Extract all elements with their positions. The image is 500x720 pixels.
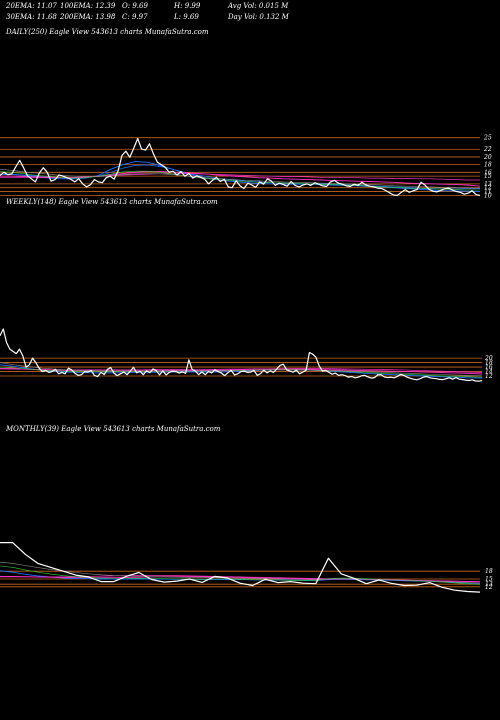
tick-label-10: 10	[484, 192, 492, 199]
tick-label-18: 18	[485, 568, 493, 575]
header-high: H: 9.99	[174, 2, 201, 10]
series-ema_green	[0, 170, 480, 191]
header-30ema: 30EMA: 11.68	[6, 13, 57, 21]
tick-label-15: 15	[484, 173, 492, 180]
tick-label-12: 12	[485, 584, 493, 591]
header-day-vol: Day Vol: 0.132 M	[228, 13, 289, 21]
tick-label-16: 16	[485, 364, 493, 371]
series-ema200	[0, 173, 480, 181]
tick-label-16: 16	[484, 169, 492, 176]
header-open: O: 9.69	[122, 2, 148, 10]
tick-label-18: 18	[485, 360, 493, 367]
series-ema_grey	[0, 362, 483, 377]
tick-label-20: 20	[484, 355, 493, 362]
series-ema_grey	[0, 561, 481, 584]
tick-label-15: 15	[485, 576, 493, 583]
series-ema20	[0, 161, 481, 192]
tick-label-11: 11	[484, 189, 492, 196]
series-price	[0, 328, 483, 382]
header-avg-vol: Avg Vol: 0.015 M	[228, 2, 289, 10]
header-close: C: 9.97	[122, 13, 148, 21]
tick-label-25: 25	[483, 135, 492, 142]
header-20ema: 20EMA: 11.07	[6, 2, 57, 10]
tick-label-13: 13	[485, 581, 493, 588]
series-ema_grey	[0, 168, 480, 189]
weekly-chart-title: WEEKLY(148) Eagle View 543613 charts Mun…	[6, 198, 218, 206]
header-200ema: 200EMA: 13.98	[60, 13, 116, 21]
tick-label-18: 18	[484, 162, 492, 169]
series-ema_green	[0, 565, 481, 585]
tick-label-12: 12	[485, 373, 493, 380]
series-price	[0, 541, 481, 593]
series-ema200	[0, 368, 483, 373]
header-100ema: 100EMA: 12.39	[60, 2, 116, 10]
tick-label-22: 22	[483, 146, 492, 153]
tick-label-12: 12	[484, 185, 492, 192]
header-low: L: 9.69	[174, 13, 199, 21]
daily-chart-title: DAILY(250) Eagle View 543613 charts Muna…	[6, 28, 209, 36]
monthly-chart-title: MONTHLY(39) Eagle View 543613 charts Mun…	[6, 425, 221, 433]
tick-label-13: 13	[484, 181, 492, 188]
tick-label-20: 20	[483, 154, 492, 161]
series-price	[0, 137, 481, 197]
tick-label-14: 14	[485, 369, 493, 376]
